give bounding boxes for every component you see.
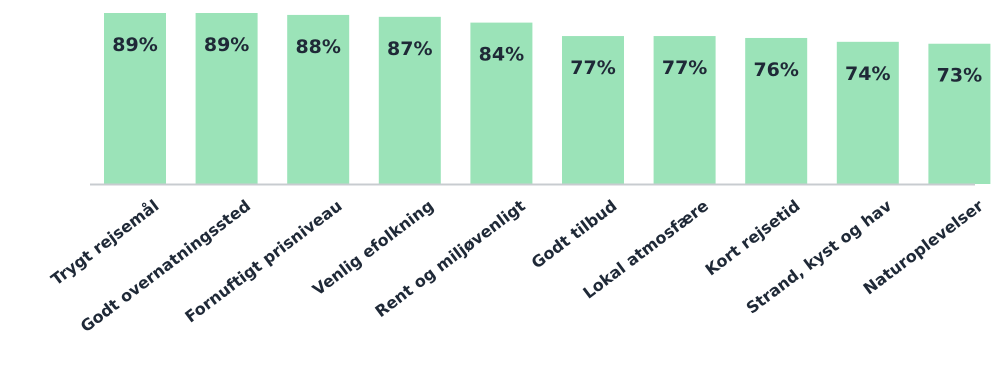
- value-label-10: 73%: [937, 65, 982, 87]
- value-label-7: 77%: [662, 57, 707, 79]
- bar-10: [928, 43, 991, 184]
- bar-4: [378, 16, 441, 184]
- category-label-9: Strand, kyst og hav: [743, 196, 896, 318]
- value-label-3: 88%: [295, 36, 340, 58]
- bar-5: [470, 22, 533, 185]
- value-label-9: 74%: [845, 63, 890, 85]
- category-label-5: Rent og miljøvenligt: [371, 196, 529, 321]
- bar-3: [287, 14, 350, 184]
- value-label-8: 76%: [753, 59, 798, 81]
- category-label-6: Godt tilbud: [528, 196, 621, 272]
- value-label-4: 87%: [387, 38, 432, 60]
- bar-1: [104, 13, 166, 184]
- category-label-3: Fornuftigt prisniveau: [181, 196, 345, 326]
- value-label-2: 89%: [204, 34, 249, 56]
- value-label-5: 84%: [479, 44, 524, 66]
- bars-group: [104, 13, 991, 185]
- bar-9: [836, 41, 899, 185]
- value-label-1: 89%: [112, 34, 157, 56]
- bar-2: [195, 13, 258, 184]
- value-label-6: 77%: [570, 57, 615, 79]
- category-label-2: Godt overnatningssted: [77, 196, 254, 336]
- bar-8: [745, 37, 808, 185]
- bar-7: [653, 36, 716, 184]
- bar-6: [562, 36, 624, 184]
- value-labels-group: 89% 89% 88% 87% 84% 77% 77% 76% 74% 73%: [112, 34, 982, 87]
